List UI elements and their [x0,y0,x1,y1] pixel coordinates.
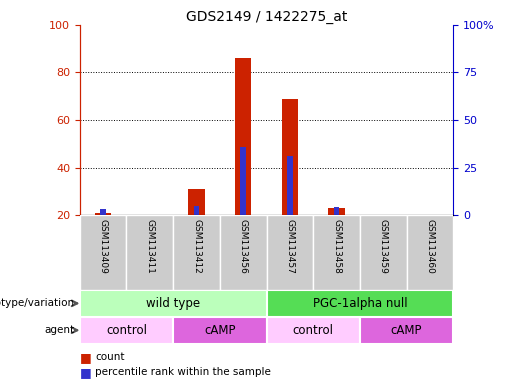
Bar [313,215,360,290]
Bar [406,215,453,290]
Text: GSM113412: GSM113412 [192,219,201,273]
Text: GSM113458: GSM113458 [332,219,341,274]
Bar [127,215,173,290]
Bar [329,208,345,215]
Bar [241,147,246,215]
Bar [360,317,453,344]
Bar [80,290,267,317]
Bar [173,317,267,344]
Bar [80,215,127,290]
Bar [267,290,453,317]
Text: wild type: wild type [146,297,200,310]
Text: percentile rank within the sample: percentile rank within the sample [95,367,271,377]
Text: GSM113457: GSM113457 [285,219,295,274]
Bar [282,99,298,215]
Bar [267,317,360,344]
Text: PGC-1alpha null: PGC-1alpha null [313,297,407,310]
Title: GDS2149 / 1422275_at: GDS2149 / 1422275_at [186,10,347,24]
Text: cAMP: cAMP [391,324,422,337]
Bar [95,213,111,215]
Text: GSM113460: GSM113460 [425,219,434,274]
Bar [287,156,293,215]
Text: ■: ■ [80,351,92,364]
Text: ■: ■ [80,366,92,379]
Text: count: count [95,352,125,362]
Text: control: control [106,324,147,337]
Bar [220,215,267,290]
Text: GSM113456: GSM113456 [238,219,248,274]
Bar [360,215,406,290]
Bar [235,58,251,215]
Text: cAMP: cAMP [204,324,235,337]
Bar [188,189,204,215]
Text: GSM113459: GSM113459 [379,219,388,274]
Bar [80,317,173,344]
Bar [173,215,220,290]
Text: control: control [293,324,334,337]
Text: genotype/variation: genotype/variation [0,298,75,308]
Bar [267,215,313,290]
Text: GSM113409: GSM113409 [99,219,108,274]
Text: agent: agent [45,325,75,335]
Bar [334,207,339,215]
Bar [194,205,199,215]
Bar [100,209,106,215]
Text: GSM113411: GSM113411 [145,219,154,274]
